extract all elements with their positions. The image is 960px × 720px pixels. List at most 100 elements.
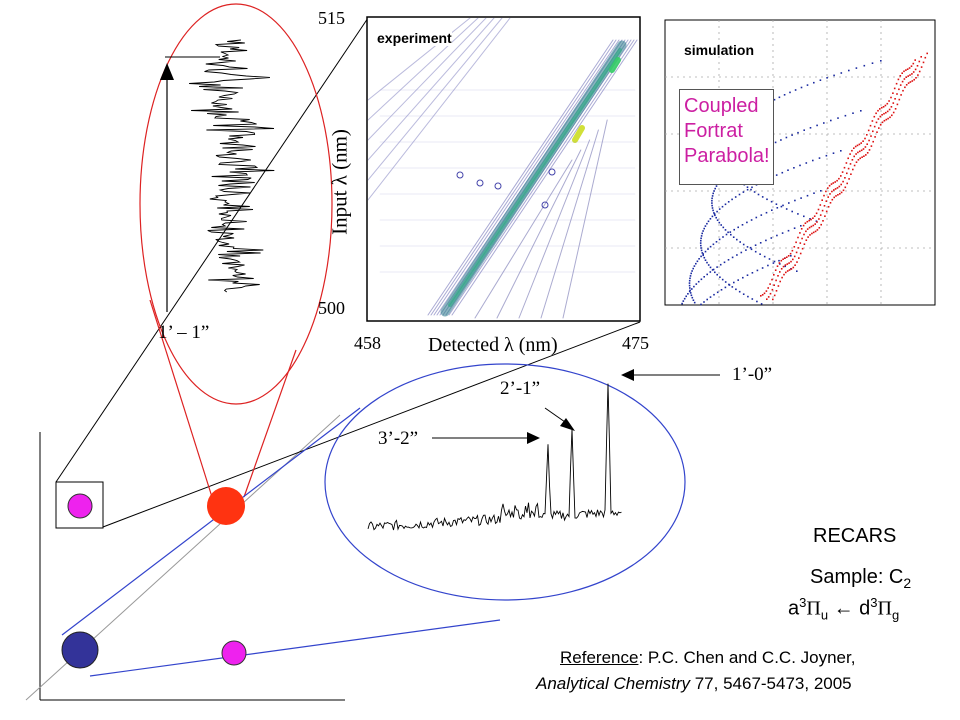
sim-dot [840,175,842,177]
sim-dot [891,114,893,117]
sim-dot [703,227,705,230]
sim-dot [692,299,695,301]
sim-dot [812,159,814,162]
sim-dot [823,194,825,197]
sim-dot [761,294,764,296]
sim-dot [777,285,780,287]
sim-dot [760,303,763,305]
sim-dot [853,155,855,158]
sim-dot [691,288,693,290]
sim-dot [724,281,727,283]
sim-dot [787,229,790,232]
sim-dot [863,64,866,67]
reference-journal: Analytical Chemistry [536,674,690,693]
sim-dot [909,81,912,83]
sim-dot [916,65,919,67]
sim-dot [833,189,835,191]
band-label-left: 1’ – 1” [158,322,210,343]
sim-dot [866,143,868,145]
sim-dot [877,118,880,120]
sim-dot [720,224,722,226]
sim-dot [778,259,780,262]
sim-dot [813,81,815,84]
sim-dot [924,56,927,59]
band-label-1-0: 1’-0” [732,364,773,385]
sim-dot [906,68,909,70]
sim-dot [703,301,705,303]
band-label-3-2: 3’-2” [378,428,419,449]
contour-streak [368,18,511,201]
sim-dot [846,172,848,175]
band-label-2-1: 2’-1” [500,378,541,399]
contour-streak [609,57,621,73]
sim-dot [689,289,691,292]
sim-dot [746,188,749,191]
sim-dot [800,197,802,199]
sample-subscript: 2 [903,575,912,591]
sim-dot [734,196,737,198]
magenta-dot-bottom [221,640,247,666]
red-cone-right [243,349,297,498]
sim-dot [779,271,781,273]
sim-dot [703,256,706,259]
simulation-label: simulation [684,42,755,58]
sim-dot [836,179,838,182]
sim-dot [805,162,808,164]
contour-streak [430,39,617,316]
sim-dot [896,93,898,95]
sim-dot [777,275,779,277]
contour-streak [368,18,471,101]
sim-dot [700,278,703,281]
sim-dot [769,292,772,295]
sim-dot [803,243,806,245]
sim-dot [898,98,901,101]
transition-label: a3Πu ← d3Πg [788,595,899,623]
sim-dot [713,213,716,215]
sim-dot [901,80,904,83]
sim-dot [890,96,892,99]
magenta-dot-box [67,493,93,519]
sim-dot [816,229,819,231]
sim-dot [841,171,844,173]
sim-dot [745,249,747,251]
sim-dot [787,255,790,257]
sim-dot [789,252,792,255]
sim-dot [784,264,787,266]
sim-dot [788,269,791,271]
sim-dot [859,157,861,160]
callout-line-1: Coupled [684,95,759,117]
orange-dot [207,487,245,525]
transition-u: u [820,607,829,623]
sim-dot [706,261,708,264]
sim-dot [860,149,863,152]
sim-dot [723,261,726,264]
sim-dot [812,224,815,227]
sim-dot [912,62,915,65]
sim-dot [733,281,735,284]
sim-dot [773,274,775,276]
sim-dot [751,272,754,274]
sim-dot [816,221,818,223]
sim-dot [746,274,749,276]
sim-dot [750,248,753,251]
sim-dot [790,268,793,270]
sim-dot [866,134,868,136]
sim-dot [818,227,821,229]
contour-streak [496,149,582,319]
sim-dot [775,290,778,292]
blue-line-lower [89,619,501,677]
sim-dot [865,154,867,156]
zoom-line-bottom [102,321,641,528]
sim-dot [787,169,789,171]
sim-dot [806,228,809,230]
sim-dot [827,187,829,189]
sim-dot [700,249,703,252]
sim-dot [793,255,796,258]
reference-line-2: Analytical Chemistry 77, 5467-5473, 2005 [536,674,852,694]
sim-dot [718,221,721,224]
sim-dot [700,235,703,237]
sim-dot [699,242,702,244]
sim-dot [836,187,839,189]
sim-dot [706,298,708,301]
sim-dot [833,196,835,199]
